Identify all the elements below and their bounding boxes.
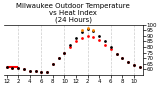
Title: Milwaukee Outdoor Temperature
vs Heat Index
(24 Hours): Milwaukee Outdoor Temperature vs Heat In… xyxy=(16,3,130,23)
